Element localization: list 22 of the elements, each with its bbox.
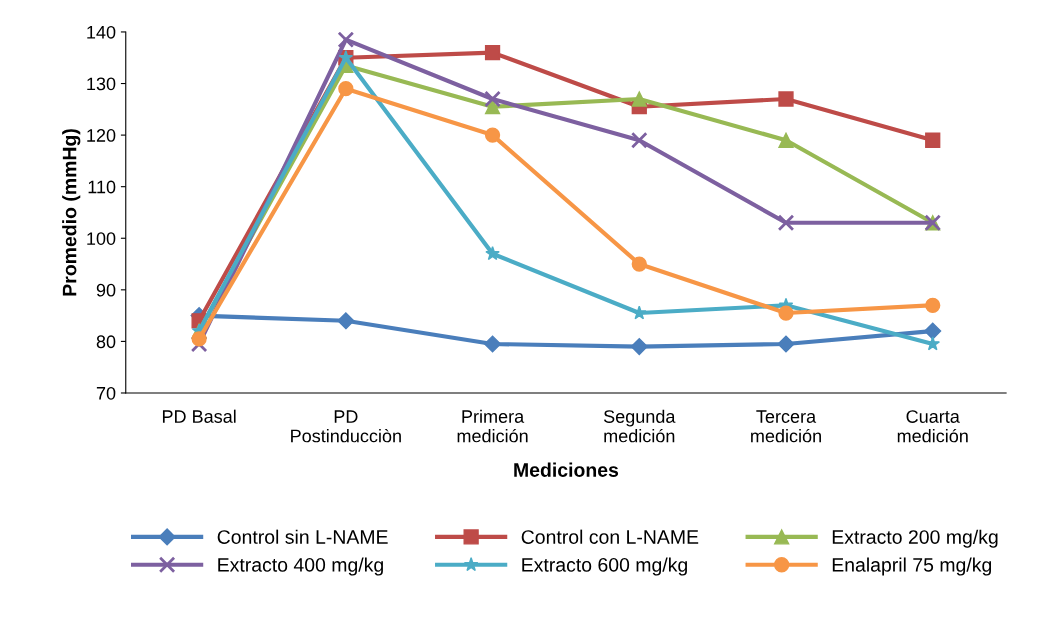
x-tick-label: Cuarta medición (897, 410, 968, 443)
x-tick-label: PD Postinducciòn (291, 410, 401, 443)
legend-label: Control sin L-NAME (217, 529, 388, 544)
y-tick-label: 130 (87, 77, 116, 91)
y-tick-label: 80 (96, 335, 116, 349)
x-tick-label: Tercera medición (751, 410, 821, 443)
y-tick-label: 90 (96, 283, 116, 297)
x-tick-label: Segunda medición (603, 409, 676, 443)
legend-label: Extracto 200 mg/kg (832, 529, 998, 548)
x-axis-title: Mediciones (514, 462, 619, 477)
y-tick-label: 70 (96, 386, 116, 400)
legend-label: Extracto 600 mg/kg (522, 557, 687, 576)
legend-label: Enalapril 75 mg/kg (832, 557, 992, 576)
legend-label: Extracto 400 mg/kg (218, 557, 383, 576)
y-tick-label: 120 (87, 129, 116, 142)
y-tick-label: 100 (87, 232, 116, 245)
x-tick-label: PD Basal (162, 409, 236, 423)
legend-label: Control con L-NAME (521, 529, 699, 544)
y-axis-title: Promedio (mmHg) (62, 129, 81, 296)
x-tick-label: Primera medición (457, 409, 528, 443)
y-tick-label: 110 (88, 180, 116, 194)
y-tick-label: 140 (87, 25, 116, 39)
